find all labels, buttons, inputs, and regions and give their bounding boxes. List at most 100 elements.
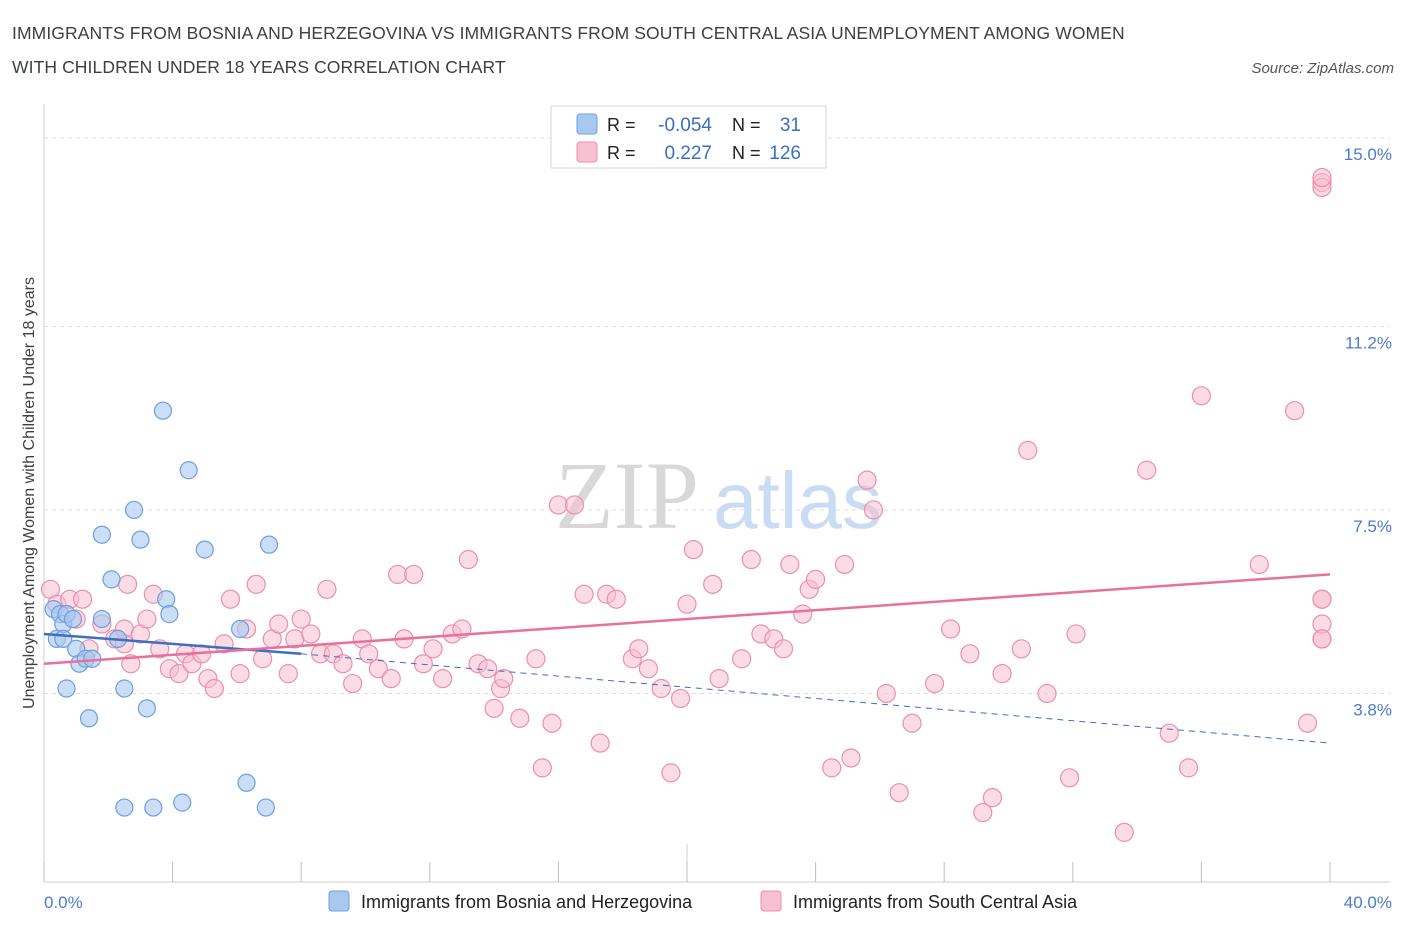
point-pink-107 [1137,460,1157,480]
point-pink-91 [863,500,884,520]
bottom-legend-label-pink: Immigrants from South Central Asia [793,892,1078,912]
point-pink-52 [458,549,478,570]
x-tick-label-0: 0.0% [44,893,83,912]
point-pink-111 [1249,554,1269,575]
point-pink-95 [924,673,945,694]
point-pink-36 [317,579,337,599]
point-pink-13 [137,609,157,629]
point-pink-77 [709,668,729,689]
gridlines [44,137,1390,694]
legend-n-label-1: N = [732,115,761,135]
y-tick-labels: 15.0% 11.2% 7.5% 3.8% [1344,145,1392,720]
point-blue-11 [57,679,76,698]
legend-r-value-1: -0.054 [658,115,712,136]
point-pink-92 [876,683,896,704]
trend-line-blue [43,632,302,656]
point-blue-12 [79,709,99,728]
point-blue-28 [173,793,192,812]
point-pink-86 [805,569,826,589]
point-pink-82 [773,639,794,659]
bottom-legend-label-blue: Immigrants from Bosnia and Herzegovina [361,892,693,912]
axes [43,104,1390,883]
point-pink-33 [291,609,311,629]
point-blue-20 [157,590,176,609]
point-pink-75 [683,540,704,560]
point-pink-117 [1312,167,1332,188]
point-blue-17 [92,525,111,544]
point-blue-25 [137,699,156,718]
point-pink-100 [992,664,1012,684]
point-pink-76 [703,574,723,594]
point-pink-71 [651,678,671,699]
point-pink-25 [230,664,250,684]
point-blue-21 [160,605,179,624]
point-blue-27 [144,798,163,817]
watermark: ZIP atlas [555,442,882,549]
point-pink-10 [117,574,138,594]
point-pink-48 [423,639,443,659]
point-pink-17 [169,664,189,684]
point-pink-97 [960,644,980,664]
point-pink-24 [220,589,241,609]
legend: R = -0.054 N = 31 R = 0.227 N = 126 [550,105,827,169]
bottom-legend-swatch-blue [328,890,350,912]
point-pink-106 [1114,822,1134,842]
point-pink-43 [381,668,401,689]
point-blue-19 [131,530,150,549]
point-blue-23 [179,461,198,480]
point-pink-104 [1059,768,1080,788]
point-blue-18 [124,500,144,520]
legend-swatch-blue [576,113,598,135]
point-pink-119 [1312,589,1332,609]
point-pink-30 [269,614,289,634]
y-tick-label-2: 7.5% [1353,517,1392,536]
point-blue-6 [63,609,83,629]
legend-r-value-2: 0.227 [664,143,712,164]
point-pink-38 [333,654,353,674]
series-bosnia-herzegovina [44,401,279,817]
legend-n-value-1: 31 [780,115,801,136]
bottom-legend-swatch-pink [760,890,782,912]
legend-swatch-pink [576,141,598,163]
point-pink-72 [661,763,681,783]
point-pink-121 [1312,629,1332,649]
point-pink-108 [1159,723,1179,743]
point-pink-60 [532,758,552,778]
point-pink-74 [677,594,697,614]
point-pink-22 [204,678,224,699]
point-blue-14 [102,570,121,589]
point-pink-67 [606,589,626,609]
point-pink-73 [670,688,691,709]
point-blue-29 [231,619,250,639]
trend-lines [43,573,1331,744]
series-south-central-asia [40,167,1332,842]
point-pink-98 [973,802,993,823]
chart-title-line-2: WITH CHILDREN UNDER 18 YEARS CORRELATION… [12,57,506,77]
point-pink-59 [526,649,546,669]
x-tick-labels: 0.0% 40.0% [44,893,1392,912]
point-pink-57 [494,668,514,689]
point-pink-103 [1037,683,1057,704]
point-pink-102 [1018,440,1038,460]
point-pink-112 [1285,401,1305,421]
chart-title-line-1: IMMIGRANTS FROM BOSNIA AND HERZEGOVINA V… [12,23,1125,43]
point-blue-30 [259,535,279,554]
point-pink-41 [359,644,379,664]
point-pink-105 [1066,624,1086,644]
y-axis-label: Unemployment Among Women with Children U… [21,277,38,709]
chart-source: Source: ZipAtlas.com [1251,60,1394,77]
trend-line-pink [43,573,1331,665]
y-tick-label-1: 11.2% [1345,333,1392,352]
point-pink-61 [542,713,562,733]
point-blue-32 [256,798,275,817]
point-pink-34 [301,624,321,644]
point-pink-44 [388,564,408,585]
point-pink-113 [1297,713,1318,733]
watermark-atlas: atlas [713,456,882,545]
point-pink-96 [941,619,961,639]
y-tick-label-0: 15.0% [1344,145,1392,164]
legend-r-label-2: R = [607,143,636,163]
point-pink-42 [368,659,388,679]
point-pink-58 [510,708,530,728]
